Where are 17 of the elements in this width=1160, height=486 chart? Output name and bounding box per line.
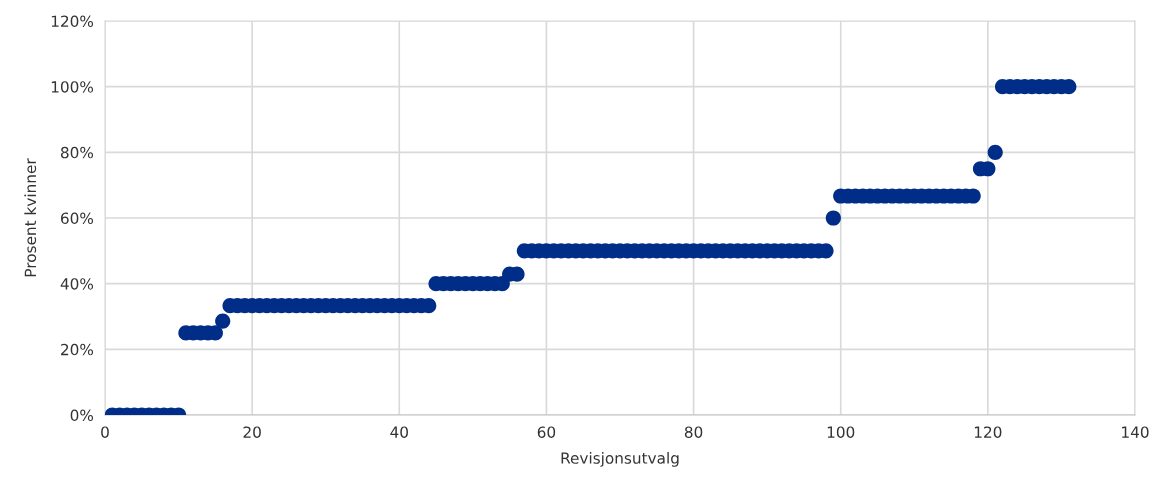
x-tick-label: 0	[101, 426, 109, 438]
x-tick-label: 140	[1122, 426, 1149, 438]
x-axis-title: Revisjonsutvalg	[561, 452, 679, 467]
x-tick-label: 80	[684, 426, 703, 438]
x-tick-label: 60	[537, 426, 556, 438]
x-tick-label: 40	[390, 426, 408, 438]
y-axis-title: Prosent kvinner	[24, 158, 37, 277]
x-tick-label: 120	[974, 426, 1002, 438]
y-tick-label: 0%	[70, 409, 94, 422]
y-tick-label: 100%	[51, 81, 94, 93]
x-tick-label: 20	[243, 426, 261, 438]
y-tick-label: 60%	[61, 212, 94, 225]
y-tick-label: 120%	[51, 15, 94, 28]
y-tick-label: 20%	[61, 343, 94, 356]
y-tick-label: 80%	[60, 146, 94, 159]
x-tick-label: 100	[827, 426, 855, 438]
y-tick-label: 40%	[60, 278, 94, 290]
